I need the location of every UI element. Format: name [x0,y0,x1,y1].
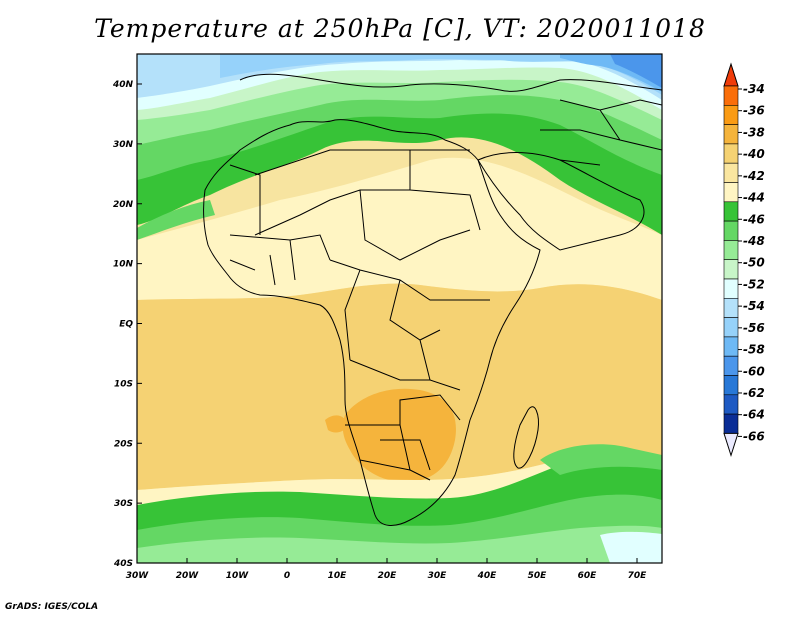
madagascar [513,406,539,469]
colorbar-label: -46 [743,212,765,226]
colorbar-label: -56 [743,321,765,335]
lon-label: 70E [628,571,648,581]
lon-label: 40E [477,571,498,581]
colorbar: -34 -36 -38 -40 -42 -44 -46 -48 -50 -52 -54 -56 -58 -… [723,62,765,458]
lon-label: 30E [428,571,448,581]
colorbar-band [723,162,739,183]
colorbar-label: -34 [743,82,765,96]
temperature-field [137,54,662,563]
colorbar-label: -40 [743,147,765,161]
colorbar-band [723,124,739,145]
colorbar-label: -42 [743,169,765,183]
plot-frame [136,53,663,564]
colorbar-band [723,85,739,106]
colorbar-band [723,355,739,376]
lon-label: 60E [578,571,598,581]
colorbar-label: -66 [743,429,765,443]
lat-label: 20N [113,200,134,210]
colorbar-band [723,375,739,396]
colorbar-band [723,297,739,318]
mid-east [540,99,662,166]
lat-label: 10N [113,260,134,270]
lat-axis: 40N 30N 20N 10N EQ 10S 20S 30S 40S [112,80,142,569]
colorbar-label: -48 [743,234,765,248]
colorbar-label: -54 [743,299,765,313]
colorbar-band [723,143,739,164]
lat-label: EQ [119,320,133,330]
colorbar-label: -36 [743,104,765,118]
colorbar-band [723,317,739,338]
colorbar-band [723,336,739,357]
colorbar-label: -64 [743,408,765,422]
lat-label: 30N [113,140,134,150]
lon-label: 10E [328,571,348,581]
lon-label: 50E [528,571,548,581]
colorbar-band [723,240,739,260]
colorbar-band [723,201,739,222]
map-title: Temperature at 250hPa [C], VT: 202001101… [94,14,706,43]
lat-label: 10S [114,379,133,389]
colorbar-band [723,394,739,415]
borders-west [229,164,331,286]
borders-south [345,394,461,481]
colorbar-label: -62 [743,386,765,400]
borders-central [329,259,490,391]
lon-label: 10W [226,571,250,581]
coastlines [203,73,662,526]
lon-label: 20W [176,571,200,581]
colorbar-band [723,105,739,125]
lon-axis: 30W 20W 10W 0 10E 20E 30E 40E 50E 60E 70E [126,558,647,581]
colorbar-band [723,182,739,203]
colorbar-band [723,413,739,434]
colorbar-bottom-arrow [723,432,739,458]
colorbar-band [723,278,739,299]
lat-label: 20S [114,439,133,449]
lon-label: 30W [126,571,150,581]
europe-coast [239,73,662,92]
colorbar-band [723,259,739,280]
colorbar-label: -50 [743,256,765,270]
arabia [477,152,645,251]
colorbar-label: -60 [743,364,765,378]
colorbar-label: -38 [743,125,765,139]
grads-credit: GrADS: IGES/COLA [5,602,99,612]
borders-north [254,149,481,261]
colorbar-top-arrow [723,62,739,87]
lon-label: 20E [378,571,398,581]
lat-label: 40S [113,559,133,569]
lon-label: 0 [284,571,290,581]
lat-label: 40N [112,80,134,90]
colorbar-label: -58 [743,343,765,357]
africa-coastline [203,119,541,526]
colorbar-label: -44 [743,191,765,205]
colorbar-label: -52 [743,277,765,291]
colorbar-band [723,220,739,241]
lat-label: 30S [114,499,133,509]
